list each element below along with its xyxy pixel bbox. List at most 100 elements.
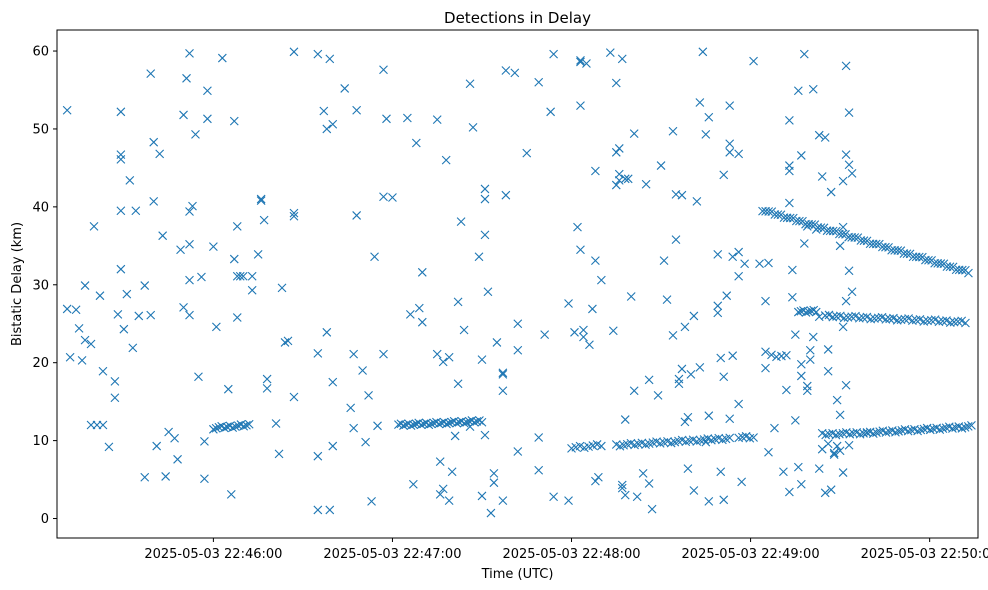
data-point — [659, 256, 669, 266]
data-point — [761, 363, 770, 373]
data-point — [814, 130, 824, 140]
data-point — [442, 419, 451, 429]
data-point — [790, 415, 800, 425]
data-point — [340, 84, 350, 93]
data-point — [498, 386, 508, 396]
data-point — [89, 221, 99, 231]
data-point — [701, 437, 711, 447]
data-point — [919, 317, 929, 326]
data-point — [434, 419, 444, 429]
x-tick-label: 2025-05-03 22:49:00 — [682, 547, 820, 562]
data-point — [782, 350, 791, 360]
data-point — [749, 433, 758, 442]
y-tick-label: 10 — [32, 434, 49, 449]
data-point — [617, 483, 627, 493]
data-point — [444, 496, 454, 505]
data-point — [713, 301, 723, 311]
data-point — [734, 149, 744, 159]
data-point — [582, 59, 591, 68]
data-point — [811, 225, 821, 234]
data-point — [549, 492, 559, 502]
plot-area — [57, 30, 978, 538]
data-point — [110, 393, 120, 403]
data-point — [417, 267, 427, 277]
data-point — [894, 426, 904, 436]
data-point — [405, 309, 415, 319]
data-point — [900, 314, 910, 324]
data-point — [740, 259, 750, 269]
data-point — [847, 312, 857, 322]
data-point — [799, 239, 809, 248]
x-tick-label: 2025-05-03 22:47:00 — [323, 547, 461, 562]
data-point — [938, 424, 948, 434]
data-point — [179, 110, 188, 120]
data-point — [498, 368, 508, 378]
data-point — [170, 433, 179, 443]
data-point — [382, 114, 391, 124]
data-point — [588, 304, 597, 314]
data-point — [686, 369, 696, 379]
data-point — [80, 281, 90, 290]
data-point — [914, 252, 924, 262]
data-point — [870, 314, 879, 323]
data-point — [447, 467, 457, 477]
data-point — [737, 432, 747, 442]
data-point — [868, 429, 878, 438]
y-tick-label: 20 — [32, 356, 49, 371]
data-point — [223, 384, 233, 394]
data-point — [322, 327, 332, 337]
data-point — [787, 292, 797, 302]
data-point — [185, 239, 194, 249]
data-point — [801, 308, 811, 317]
y-tick-label: 40 — [32, 200, 49, 215]
data-point — [228, 423, 238, 433]
data-point — [185, 48, 194, 58]
data-point — [325, 505, 335, 515]
data-point — [844, 440, 854, 450]
data-point — [805, 355, 815, 364]
data-point — [647, 504, 657, 514]
data-point — [271, 419, 281, 428]
data-point — [564, 299, 573, 308]
data-point — [795, 216, 804, 226]
data-point — [722, 291, 732, 301]
data-point — [414, 303, 424, 313]
data-point — [352, 105, 362, 115]
data-point — [510, 68, 520, 78]
data-point — [176, 245, 185, 255]
data-point — [402, 113, 412, 123]
data-point — [844, 108, 854, 117]
data-point — [424, 420, 434, 430]
data-point — [277, 283, 287, 293]
data-point — [859, 236, 869, 246]
data-point — [346, 403, 356, 413]
data-point — [546, 107, 556, 117]
data-point — [256, 194, 266, 204]
data-point — [638, 468, 648, 478]
data-point — [188, 201, 197, 211]
data-point — [253, 250, 263, 259]
data-point — [838, 222, 848, 232]
data-point — [104, 442, 114, 452]
data-point — [611, 180, 621, 190]
data-point — [364, 391, 373, 400]
data-point — [844, 160, 854, 170]
plot-frame — [56, 29, 979, 539]
data-point — [185, 275, 194, 285]
data-point — [349, 349, 359, 359]
chart-title: Detections in Delay — [444, 9, 591, 27]
data-point — [847, 168, 857, 178]
data-point — [452, 418, 462, 428]
data-point — [838, 229, 847, 239]
y-tick-label: 30 — [32, 278, 49, 293]
data-point — [695, 362, 705, 372]
data-point — [734, 271, 744, 281]
data-point — [881, 242, 890, 252]
data-point — [802, 221, 812, 231]
data-point — [453, 379, 463, 389]
data-point — [239, 421, 249, 431]
data-point — [967, 421, 976, 430]
data-point — [881, 315, 891, 324]
data-point — [226, 489, 236, 499]
data-point — [71, 305, 81, 315]
